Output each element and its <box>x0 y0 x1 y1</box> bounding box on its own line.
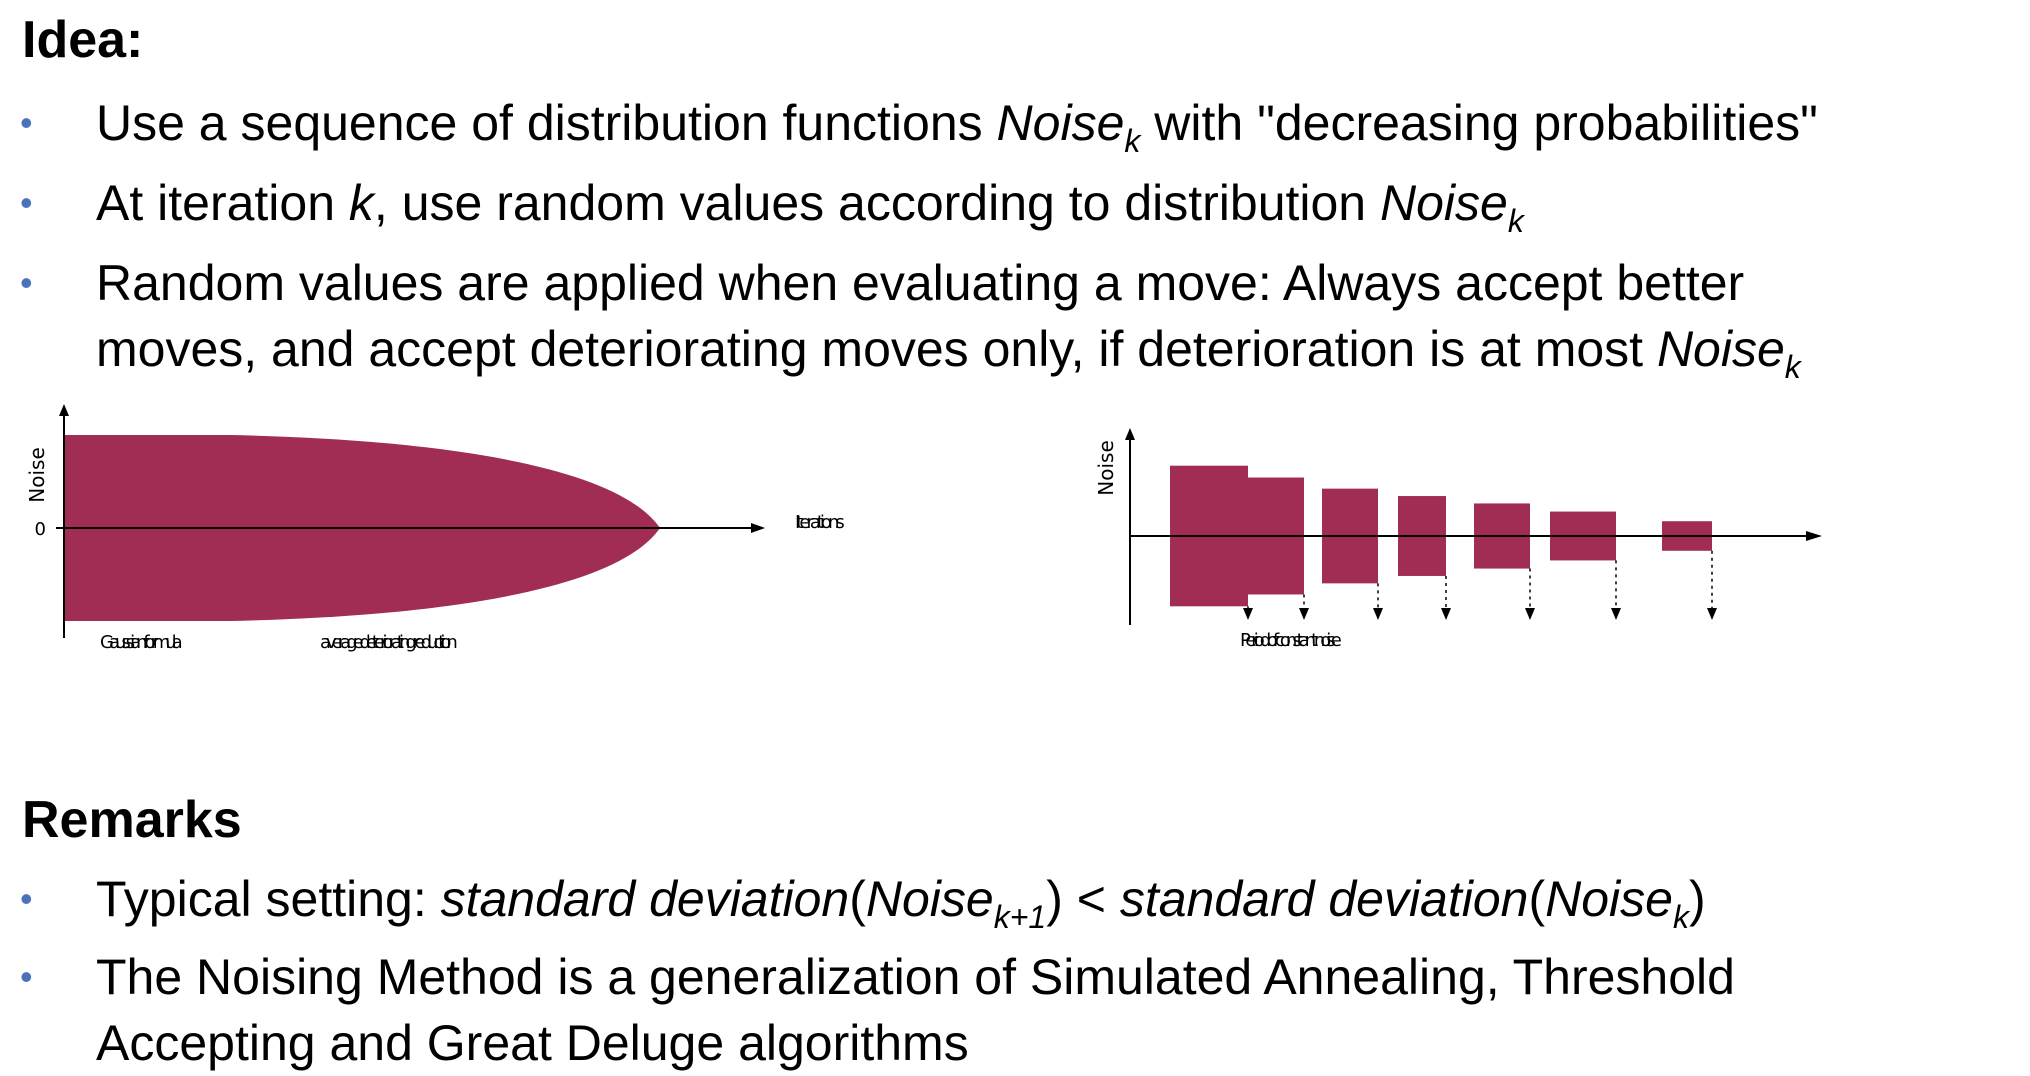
bullet-text: Typical setting: <box>96 871 441 927</box>
period-marker-arrowhead <box>1441 608 1451 620</box>
stepwise-noise-figure: Noise Period of constant noise <box>1094 428 1822 651</box>
bullet-dot-icon: • <box>20 182 33 223</box>
period-marker-arrowhead <box>1373 608 1383 620</box>
x-axis-label: Iterations <box>795 512 844 533</box>
bullet-dot-icon: • <box>20 102 33 143</box>
paren: ( <box>1528 871 1546 927</box>
period-marker-arrowhead <box>1243 608 1253 620</box>
remarks-bullet-1: • Typical setting: standard deviation(No… <box>0 866 1735 935</box>
noise-term: Noise <box>1545 871 1673 927</box>
idea-bullet-1: • Use a sequence of distribution functio… <box>0 90 1818 159</box>
period-marker-arrowhead <box>1611 608 1621 620</box>
x-axis-arrowhead <box>1806 531 1822 541</box>
bullet-text: , use random values according to distrib… <box>373 175 1381 231</box>
noise-term: Noise <box>865 871 994 927</box>
noise-term: Noise <box>1656 321 1785 377</box>
curve-label-gaussian: Gaussian formula <box>100 632 182 653</box>
period-marker-arrowhead <box>1707 608 1717 620</box>
noise-envelope-figure: Noise 0 Iterations Gaussian formula aver… <box>25 404 848 653</box>
bullet-dot-icon: • <box>20 262 33 303</box>
std-dev-term: standard deviation <box>1119 871 1529 927</box>
subscript: k <box>1124 123 1141 159</box>
paren: ( <box>849 871 866 927</box>
remarks-bullet-list: • Typical setting: standard deviation(No… <box>0 866 1735 1076</box>
y-axis-label: Noise <box>1094 440 1118 495</box>
iteration-variable: k <box>348 175 374 231</box>
y-axis-arrowhead <box>1125 428 1135 440</box>
y-axis-arrowhead <box>59 404 69 416</box>
idea-heading: Idea: <box>22 11 144 69</box>
idea-bullet-list: • Use a sequence of distribution functio… <box>0 90 1818 385</box>
subscript: k <box>1784 349 1801 385</box>
bullet-text: with "decreasing probabilities" <box>1140 95 1818 151</box>
bullet-text: At iteration <box>96 175 349 231</box>
idea-bullet-2: • At iteration k, use random values acco… <box>0 170 1818 239</box>
period-marker-arrowhead <box>1299 608 1309 620</box>
bullet-dot-icon: • <box>20 956 33 997</box>
bullet-text: moves, and accept deteriorating moves on… <box>96 321 1657 377</box>
noise-term: Noise <box>996 95 1125 151</box>
bullet-text: The Noising Method is a generalization o… <box>96 949 1735 1005</box>
idea-bullet-3: • Random values are applied when evaluat… <box>0 250 1818 385</box>
noise-term: Noise <box>1380 175 1508 231</box>
paren: ) <box>1688 871 1706 927</box>
remarks-heading: Remarks <box>22 791 242 849</box>
bullet-text: Accepting and Great Deluge algorithms <box>96 1015 969 1071</box>
bullet-text: Use a sequence of distribution functions <box>96 95 997 151</box>
x-axis-arrowhead <box>751 523 765 533</box>
bullet-text: Random values are applied when evaluatin… <box>96 255 1745 311</box>
y-axis-label: Noise <box>25 447 49 502</box>
subscript: k <box>1672 899 1689 935</box>
period-marker-arrowhead <box>1525 608 1535 620</box>
zero-tick-label: 0 <box>35 519 46 540</box>
remarks-bullet-2: • The Noising Method is a generalization… <box>0 944 1735 1076</box>
subscript: k+1 <box>993 899 1047 935</box>
curve-label-average: average deteriorating reduction <box>320 632 456 653</box>
std-dev-term: standard deviation <box>440 871 850 927</box>
x-axis-label: Period of constant noise <box>1240 630 1342 651</box>
bullet-dot-icon: • <box>20 878 33 919</box>
subscript: k <box>1507 203 1524 239</box>
noise-bars-group <box>1170 465 1717 620</box>
comparison-text: ) < <box>1046 871 1120 927</box>
